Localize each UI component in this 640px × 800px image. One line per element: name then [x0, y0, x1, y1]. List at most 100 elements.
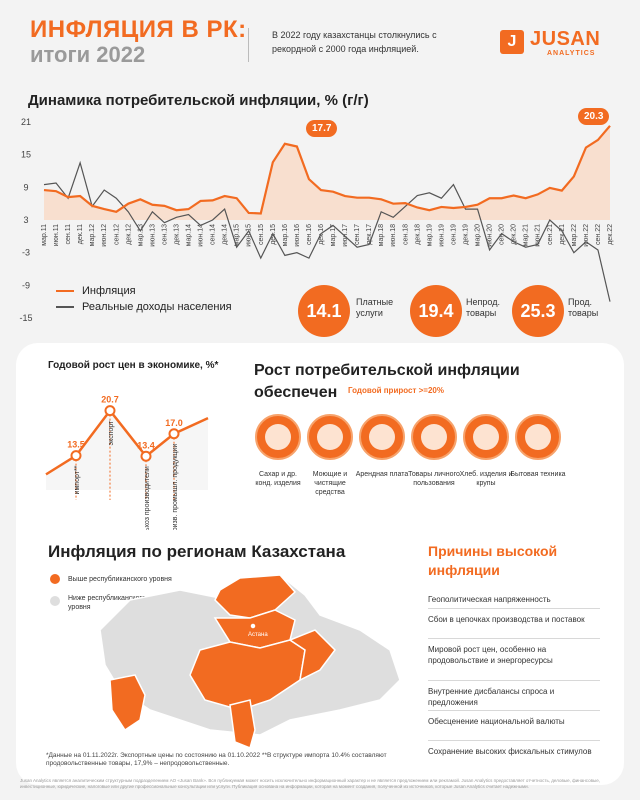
rise-title-line1: Рост потребительской инфляции — [254, 362, 520, 379]
bubble-nonfood: 19.4 — [410, 285, 462, 337]
x-tick-label: сен.22 — [595, 224, 602, 245]
reason-divider — [428, 638, 600, 639]
rise-title: Рост потребительской инфляции обеспечен — [254, 360, 534, 404]
y-tick-label: -9 — [22, 280, 30, 290]
callout-peak-2022: 20.3 — [578, 108, 610, 125]
series-inflation-line — [43, 125, 611, 215]
reason-divider — [428, 680, 600, 681]
x-tick-label: июн.18 — [390, 224, 397, 247]
growth-value-label: 13.4 — [137, 440, 155, 450]
x-tick-label: дек.14 — [222, 224, 229, 245]
bubble-label-services: Платные услуги — [356, 297, 394, 318]
bubble-label-food: Прод. товары — [568, 297, 599, 318]
reason-item: Внутренние дисбалансы спроса и предложен… — [428, 687, 555, 707]
x-tick-label: дек.12 — [125, 224, 132, 245]
growth-point — [104, 405, 116, 417]
growth-value-label: 20.7 — [101, 395, 119, 405]
map-region-pavlodar — [288, 629, 336, 682]
logo-text: JUSAN — [530, 28, 601, 50]
y-tick-label: -15 — [19, 313, 32, 323]
growth-title: Годовой рост цен в экономике, %* — [48, 360, 219, 371]
grain-icon — [463, 414, 509, 460]
x-tick-label: сен.18 — [402, 224, 409, 245]
disclaimer: Jusan Analytics является аналитическим с… — [20, 778, 600, 789]
y-tick-label: -3 — [22, 248, 30, 258]
x-tick-label: сен.11 — [65, 224, 72, 245]
growth-line — [45, 408, 209, 476]
footnote: *Данные на 01.11.2022г. Экспортные цены … — [46, 752, 387, 767]
growth-line-chart: 13.5 импорт** 20.7 экспорт 13.4 сельхоз произ… — [45, 395, 209, 530]
legend-item-inflation: Инфляция — [56, 283, 232, 299]
x-tick-label: мар.18 — [378, 224, 385, 246]
growth-point — [70, 450, 82, 462]
growth-area — [46, 410, 208, 490]
reasons-title: Причины высокой инфляции — [428, 542, 557, 580]
x-tick-label: дек.16 — [318, 224, 325, 245]
x-tick-label: дек.11 — [77, 224, 84, 244]
category-label: Сахар и др. конд. изделия — [255, 471, 301, 487]
x-tick-label: мар.17 — [330, 224, 337, 246]
x-tick-label: мар.20 — [475, 224, 482, 246]
y-tick-label: 15 — [21, 150, 31, 160]
x-tick-label: июн.15 — [246, 224, 253, 247]
x-tick-label: мар.22 — [571, 224, 578, 246]
growth-category-label: импорт** — [74, 465, 81, 494]
x-tick-label: июн.19 — [438, 224, 445, 247]
x-tick-label: мар.11 — [41, 224, 48, 246]
x-tick-label: дек.17 — [366, 224, 373, 245]
reason-item: Мировой рост цен, особенно на продовольс… — [428, 645, 553, 665]
capital-label: Астана — [248, 632, 268, 638]
y-tick-label: 3 — [23, 215, 28, 225]
x-tick-label: дек.20 — [511, 224, 518, 245]
inflation-line-chart: 21 15 9 3 -3 -9 -15 мар.11 июн.11 сен.11 дек.11 мар… — [19, 117, 614, 323]
x-tick-label: сен.17 — [354, 224, 361, 245]
x-tick-label: сен.16 — [306, 224, 313, 245]
growth-point — [168, 428, 180, 440]
growth-value-label: 13.5 — [67, 440, 85, 450]
growth-category-label: сельхоз производители — [144, 466, 151, 530]
x-tick-label: июн.16 — [294, 224, 301, 247]
category-label: Моющие и чистящие средства — [312, 471, 348, 496]
x-tick-label: мар.13 — [137, 224, 144, 246]
x-tick-label: дек.18 — [414, 224, 421, 245]
legend-label-below: Ниже республиканского уровня — [68, 595, 146, 611]
region-title: Инфляция по регионам Казахстана — [48, 542, 346, 561]
reason-divider — [428, 740, 600, 741]
x-tick-label: дек.13 — [173, 224, 180, 245]
map-region-south — [229, 699, 256, 750]
x-tick-label: сен.12 — [113, 224, 120, 245]
callout-peak-2016: 17.7 — [306, 120, 338, 137]
x-tick-label: июн.22 — [583, 224, 590, 247]
category-label: Хлеб. изделия и крупы — [459, 471, 513, 487]
y-tick-label: 21 — [21, 117, 31, 127]
growth-category-label: произв. промышл. продукции — [172, 444, 179, 530]
reason-item: Обесценение национальной валюты — [428, 717, 565, 726]
x-tick-label: сен.13 — [161, 224, 168, 245]
bubble-services: 14.1 — [298, 285, 350, 337]
x-tick-label: дек.19 — [462, 224, 469, 245]
growth-point — [140, 450, 152, 462]
building-icon — [359, 414, 405, 460]
bubble-food: 25.3 — [512, 285, 564, 337]
x-tick-label: мар.21 — [523, 224, 530, 246]
chart-title: Динамика потребительской инфляции, % (г/… — [28, 92, 369, 109]
legend-swatch-income — [56, 306, 74, 308]
detergent-icon — [307, 414, 353, 460]
sugar-icon — [255, 414, 301, 460]
page-subtitle: итоги 2022 — [30, 42, 146, 67]
x-tick-label: июн.12 — [101, 224, 108, 247]
x-tick-label: июн.11 — [53, 224, 60, 246]
x-tick-label: сен.14 — [210, 224, 217, 245]
series-income-line — [43, 160, 611, 302]
category-label: Арендная плата — [355, 471, 409, 478]
x-tick-label: мар.15 — [234, 224, 241, 246]
rise-title-line2: обеспечен — [254, 384, 338, 401]
x-tick-label: дек.21 — [559, 224, 566, 245]
x-tick-label: июн.20 — [487, 224, 494, 247]
reason-divider — [428, 608, 600, 609]
legend-dot-above — [50, 574, 60, 584]
legend-dot-below — [50, 596, 60, 606]
reason-item: Сбои в цепочках производства и поставок — [428, 615, 585, 624]
growth-value-label: 17.0 — [165, 418, 183, 428]
x-tick-label: июн.14 — [198, 224, 205, 247]
